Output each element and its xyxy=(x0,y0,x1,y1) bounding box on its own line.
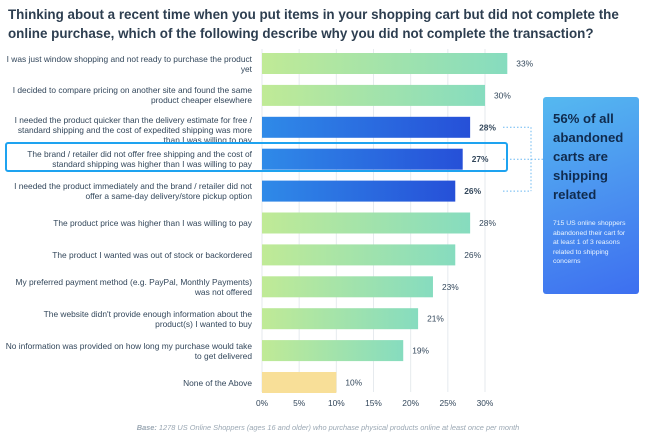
x-tick-label: 20% xyxy=(402,398,419,408)
value-label: 23% xyxy=(442,282,459,292)
highlight-frame xyxy=(5,142,508,172)
bars xyxy=(262,53,508,393)
value-label: 30% xyxy=(494,90,511,100)
x-tick-label: 0% xyxy=(256,398,269,408)
bar xyxy=(262,212,471,234)
category-label: The product price was higher than I was … xyxy=(53,218,252,228)
bar xyxy=(262,84,485,106)
chart-title: Thinking about a recent time when you pu… xyxy=(8,7,619,41)
category-label: None of the Above xyxy=(183,377,252,388)
category-label: The website didn't provide enough inform… xyxy=(43,308,252,329)
category-label: My preferred payment method (e.g. PayPal… xyxy=(15,276,252,297)
x-tick-label: 10% xyxy=(328,398,345,408)
value-label: 26% xyxy=(464,250,481,260)
category-label: No information was provided on how long … xyxy=(5,340,252,361)
bar xyxy=(262,340,404,362)
bar xyxy=(262,148,463,170)
category-label: The brand / retailer did not offer free … xyxy=(27,149,252,170)
value-labels: 33% 30% 28% 27% 26% 28% 26% 23% 21% 19% 10% xyxy=(345,59,533,388)
value-label: 33% xyxy=(516,59,533,69)
category-label: I needed the product quicker than the de… xyxy=(14,114,252,142)
category-label: I decided to compare pricing on another … xyxy=(12,85,252,106)
x-tick-label: 15% xyxy=(365,398,382,408)
footnote-text: 1278 US Online Shoppers (ages 16 and old… xyxy=(156,423,520,432)
value-label: 26% xyxy=(464,186,481,196)
bar xyxy=(262,244,456,266)
callout-body: 715 US online shoppers abandoned their c… xyxy=(553,220,626,266)
value-label: 10% xyxy=(345,378,362,388)
callout-connectors xyxy=(503,126,543,192)
bar xyxy=(262,116,471,138)
category-label: The product I wanted was out of stock or… xyxy=(52,249,252,260)
bar xyxy=(262,53,508,74)
callout-headline: 56% of all abandoned carts are shipping … xyxy=(553,111,624,202)
x-tick-label: 25% xyxy=(439,398,456,408)
bar xyxy=(262,180,456,202)
value-label: 28% xyxy=(479,122,496,132)
value-label: 21% xyxy=(427,314,444,324)
bar xyxy=(262,308,419,330)
category-label: I was just window shopping and not ready… xyxy=(6,53,252,74)
bar xyxy=(262,276,433,298)
value-label: 28% xyxy=(479,218,496,228)
value-label: 19% xyxy=(412,346,429,356)
base-footnote: Base: 1278 US Online Shoppers (ages 16 a… xyxy=(0,423,656,432)
shipping-callout: 56% of all abandoned carts are shipping … xyxy=(543,97,639,294)
bar xyxy=(262,372,337,393)
value-label: 27% xyxy=(472,154,489,164)
x-tick-label: 5% xyxy=(293,398,306,408)
footnote-prefix: Base: xyxy=(136,423,157,432)
category-label: I needed the product immediately and the… xyxy=(14,181,252,202)
x-axis-ticks: 0% 5% 10% 15% 20% 25% 30% xyxy=(256,398,494,408)
x-tick-label: 30% xyxy=(477,398,494,408)
